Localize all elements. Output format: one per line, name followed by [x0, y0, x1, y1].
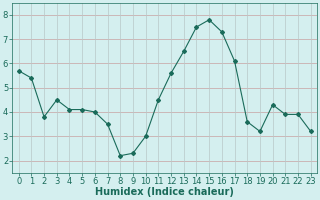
X-axis label: Humidex (Indice chaleur): Humidex (Indice chaleur) — [95, 187, 234, 197]
